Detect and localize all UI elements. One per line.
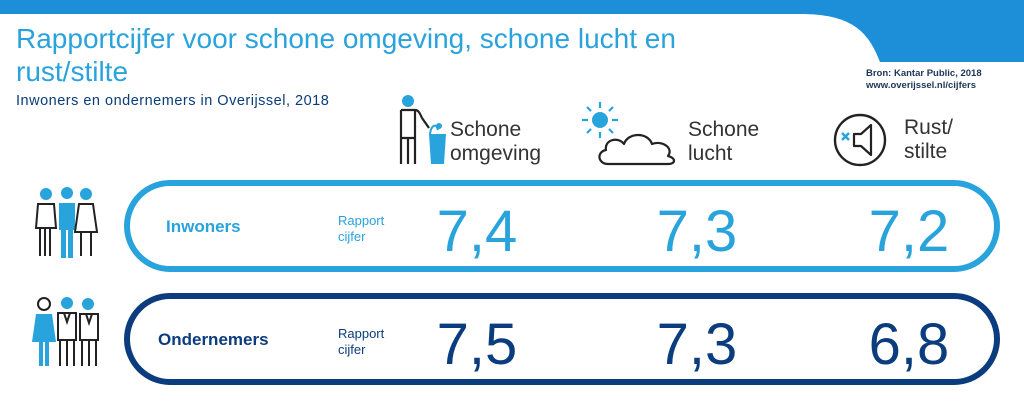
residents-group-icon: [34, 187, 99, 258]
row-label-ondernemers: Ondernemers: [158, 330, 269, 349]
column-label-stilte: Rust/ stilte: [904, 116, 954, 163]
column-label-omgeving: Schone omgeving: [450, 118, 542, 165]
value-ondernemers-omgeving: 7,5: [436, 312, 518, 377]
muted-speaker-icon: [833, 113, 887, 167]
entrepreneurs-group-icon: [32, 297, 99, 366]
column-label-lucht: Schone lucht: [688, 118, 760, 165]
header-band: [0, 0, 1024, 62]
row-inwoners: Inwoners Rapport cijfer 7,4 7,3 7,2: [124, 180, 1000, 272]
source-note: Bron: Kantar Public, 2018 www.overijssel…: [866, 68, 982, 92]
sun-cloud-icon: [582, 102, 676, 166]
rapport-cijfer-label: Rapport cijfer: [338, 326, 385, 357]
row-label-inwoners: Inwoners: [166, 217, 241, 236]
value-inwoners-stilte: 7,2: [868, 199, 950, 264]
value-ondernemers-stilte: 6,8: [868, 312, 950, 377]
person-watering-can-icon: [399, 95, 446, 164]
column-header-omgeving: Schone omgeving: [392, 94, 562, 166]
rapport-cijfer-label: Rapport cijfer: [338, 213, 385, 244]
value-ondernemers-lucht: 7,3: [656, 312, 738, 377]
value-inwoners-lucht: 7,3: [656, 199, 738, 264]
row-ondernemers: Ondernemers Rapport cijfer 7,5 7,3 6,8: [124, 293, 1000, 385]
source-text: Bron: Kantar Public, 2018: [866, 68, 982, 79]
column-header-stilte: Rust/ stilte: [832, 112, 972, 172]
column-header-lucht: Schone lucht: [582, 100, 772, 170]
value-inwoners-omgeving: 7,4: [436, 199, 518, 264]
page-subtitle: Inwoners en ondernemers in Overijssel, 2…: [16, 93, 330, 109]
source-url: www.overijssel.nl/cijfers: [866, 80, 977, 91]
page-title: Rapportcijfer voor schone omgeving, scho…: [16, 23, 676, 87]
